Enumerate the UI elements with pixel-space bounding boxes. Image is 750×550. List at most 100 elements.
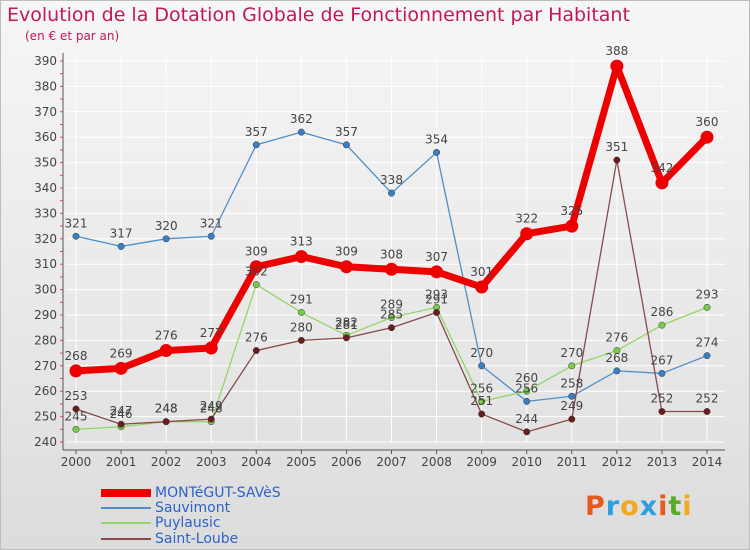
data-label-sauvimont: 317	[110, 226, 133, 240]
data-label-saint-loube: 252	[650, 392, 673, 406]
data-label-montegut-saves: 325	[560, 204, 583, 218]
data-point-montegut-saves	[520, 227, 534, 241]
data-point-puylausic	[72, 425, 80, 433]
data-point-saint-loube	[297, 336, 305, 344]
x-tick-label: 2009	[466, 455, 497, 469]
y-tick-label: 290	[34, 308, 57, 322]
data-point-montegut-saves	[565, 219, 579, 233]
data-point-sauvimont	[162, 235, 170, 243]
y-tick-label: 250	[34, 410, 57, 424]
x-tick-label: 2003	[196, 455, 227, 469]
data-point-montegut-saves	[610, 59, 624, 73]
y-tick-label: 240	[34, 435, 57, 449]
data-point-montegut-saves	[114, 361, 128, 375]
data-point-sauvimont	[117, 242, 125, 250]
data-label-saint-loube: 276	[245, 331, 268, 345]
data-label-puylausic: 245	[65, 409, 88, 423]
data-label-sauvimont: 357	[245, 125, 268, 139]
data-label-puylausic: 256	[470, 381, 493, 395]
data-label-montegut-saves: 301	[470, 265, 493, 279]
data-point-montegut-saves	[294, 250, 308, 264]
data-point-saint-loube	[523, 428, 531, 436]
data-label-sauvimont: 270	[470, 346, 493, 360]
data-label-montegut-saves: 277	[200, 326, 223, 340]
data-label-sauvimont: 357	[335, 125, 358, 139]
data-point-saint-loube	[478, 410, 486, 418]
data-label-puylausic: 293	[696, 287, 719, 301]
data-label-sauvimont: 338	[380, 173, 403, 187]
data-label-saint-loube: 247	[110, 404, 133, 418]
data-point-puylausic	[388, 314, 395, 321]
y-tick-label: 300	[34, 283, 57, 297]
data-point-montegut-saves	[475, 280, 489, 294]
data-label-montegut-saves: 308	[380, 247, 403, 261]
data-label-montegut-saves: 313	[290, 235, 313, 249]
data-point-saint-loube	[117, 420, 125, 428]
data-label-montegut-saves: 360	[696, 115, 719, 129]
data-label-saint-loube: 251	[470, 394, 493, 408]
data-label-saint-loube: 285	[380, 308, 403, 322]
data-point-puylausic	[658, 321, 666, 329]
data-point-saint-loube	[703, 408, 711, 415]
logo-letter: t	[668, 491, 683, 522]
data-point-saint-loube	[342, 334, 350, 342]
data-label-montegut-saves: 268	[65, 349, 88, 363]
data-point-saint-loube	[388, 324, 395, 332]
data-label-sauvimont: 321	[65, 216, 88, 230]
y-tick-label: 330	[34, 206, 57, 220]
legend-swatch-puylausic	[101, 522, 151, 524]
data-label-sauvimont: 256	[515, 381, 538, 395]
y-tick-label: 390	[34, 54, 57, 68]
data-label-puylausic: 291	[290, 292, 313, 306]
data-label-puylausic: 276	[605, 331, 628, 345]
x-tick-label: 2010	[511, 455, 542, 469]
data-point-montegut-saves	[69, 364, 83, 378]
chart-subtitle: (en € et par an)	[25, 29, 120, 43]
data-label-puylausic: 260	[515, 371, 538, 385]
data-label-sauvimont: 274	[696, 336, 719, 350]
legend-label-montegut-saves: MONTéGUT-SAVèS	[155, 485, 281, 501]
data-point-puylausic	[613, 347, 621, 355]
data-point-sauvimont	[523, 397, 531, 405]
data-label-puylausic: 270	[560, 346, 583, 360]
data-point-puylausic	[478, 397, 486, 405]
logo-letter: x	[639, 491, 659, 522]
data-label-saint-loube: 249	[200, 399, 223, 413]
data-point-puylausic	[568, 362, 576, 370]
x-tick-label: 2007	[376, 455, 407, 469]
data-point-sauvimont	[568, 392, 576, 400]
data-label-sauvimont: 321	[200, 216, 223, 230]
data-label-saint-loube: 244	[515, 412, 538, 426]
data-label-puylausic: 246	[110, 407, 133, 421]
data-point-sauvimont	[207, 232, 215, 240]
data-point-sauvimont	[703, 352, 711, 360]
y-tick-label: 280	[34, 333, 57, 347]
data-label-montegut-saves: 309	[335, 245, 358, 259]
y-tick-label: 380	[34, 79, 57, 93]
data-point-puylausic	[252, 281, 260, 288]
data-label-sauvimont: 258	[560, 376, 583, 390]
x-tick-label: 2011	[557, 455, 588, 469]
chart-title: Evolution de la Dotation Globale de Fonc…	[7, 4, 630, 26]
logo-letter: o	[620, 491, 640, 522]
x-tick-label: 2000	[61, 455, 92, 469]
y-tick-label: 360	[34, 130, 57, 144]
data-point-sauvimont	[478, 362, 486, 370]
x-tick-label: 2004	[241, 455, 272, 469]
data-point-sauvimont	[433, 148, 441, 156]
y-tick-label: 320	[34, 232, 57, 246]
data-point-montegut-saves	[249, 260, 263, 274]
data-label-montegut-saves: 309	[245, 245, 268, 259]
x-tick-label: 2008	[421, 455, 452, 469]
data-point-saint-loube	[72, 405, 80, 413]
legend-item-montegut-saves: MONTéGUT-SAVèS	[101, 485, 281, 501]
data-label-saint-loube: 280	[290, 320, 313, 334]
data-label-puylausic: 248	[200, 402, 223, 416]
data-point-sauvimont	[297, 128, 305, 136]
data-label-puylausic: 282	[335, 315, 358, 329]
data-point-saint-loube	[162, 418, 170, 426]
data-label-saint-loube: 291	[425, 292, 448, 306]
data-label-montegut-saves: 388	[605, 44, 628, 58]
data-label-montegut-saves: 307	[425, 250, 448, 264]
